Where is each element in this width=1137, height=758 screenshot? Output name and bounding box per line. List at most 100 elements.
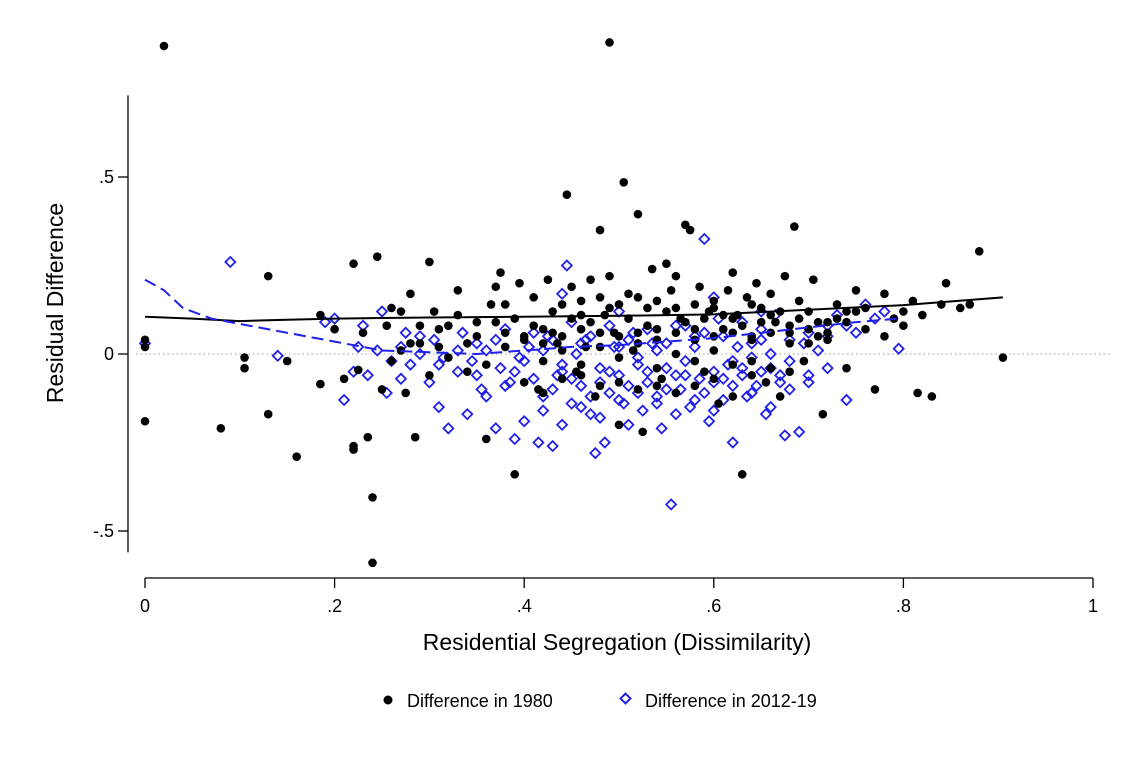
point-1980-144 [737,321,747,330]
point-1980-164 [804,339,813,348]
point-1980-59 [586,275,595,284]
point-1980-205 [538,339,548,348]
point-1980-204 [519,335,529,345]
point-2012-19-20 [432,400,446,414]
point-2012-19-170 [802,376,815,389]
point-2012-19-83 [740,390,754,403]
point-1980-153 [595,293,605,302]
point-2012-19-156 [536,404,550,417]
point-1980-67 [624,289,633,299]
point-1980-97 [766,289,775,299]
point-1980-148 [813,317,823,327]
legend: Difference in 1980 Difference in 2012-19 [383,691,817,711]
point-1980-147 [794,314,804,323]
point-1980-170 [595,342,605,352]
point-1980-154 [614,300,624,309]
point-2012-19-139 [622,333,635,347]
point-1980-156 [652,296,662,306]
point-1980-8 [263,409,273,419]
point-1980-82 [695,282,704,292]
point-1980-72 [647,264,657,274]
point-1980-142 [700,314,709,323]
point-1980-38 [463,367,472,377]
point-2012-19-54 [603,386,616,400]
point-1980-155 [633,293,643,302]
point-1980-140 [662,307,671,316]
point-2012-19-129 [698,386,711,400]
point-1980-136 [586,317,595,327]
point-1980-184 [576,370,586,380]
point-1980-19 [354,365,363,375]
point-2012-19-23 [451,365,465,378]
point-1980-77 [671,271,681,281]
point-2012-19-22 [442,422,455,435]
point-1980-15 [339,374,349,384]
point-2012-19-31 [494,361,507,375]
point-1980-115 [880,289,889,299]
point-1980-185 [595,381,605,391]
point-1980-26 [382,321,392,330]
point-1980-166 [842,317,851,327]
point-1980-55 [567,282,576,292]
point-1980-221 [614,332,624,341]
point-1980-87 [718,324,728,334]
point-1980-57 [576,296,586,306]
point-2012-19-18 [423,376,436,389]
point-1980-63 [605,271,614,281]
point-2012-19-111 [669,369,683,382]
point-1980-134 [548,328,557,338]
point-1980-179 [766,363,775,373]
point-2012-19-91 [778,429,792,442]
point-1980-149 [832,314,842,323]
point-1980-126 [974,247,984,256]
point-1980-109 [823,317,832,327]
point-2012-19-138 [603,319,616,332]
point-2012-19-105 [555,365,569,378]
point-1980-162 [766,328,775,338]
point-1980-110 [832,300,842,309]
point-1980-163 [785,339,794,348]
y-tick-label-2: .5 [99,167,114,187]
point-2012-19-154 [480,390,493,403]
point-1980-195 [500,342,510,352]
point-1980-191 [709,374,719,384]
point-1980-45 [510,470,520,479]
point-1980-75 [662,259,671,269]
point-2012-19-80 [726,436,739,449]
point-2012-19-11 [375,305,389,318]
point-1980-2 [140,335,150,345]
point-2012-19-45 [560,259,574,272]
point-2012-19-24 [456,326,469,339]
point-2012-19-165 [707,404,721,417]
point-2012-19-26 [465,354,479,368]
point-1980-187 [633,385,643,394]
point-1980-200 [396,307,406,316]
axes-layer: 0 .2 .4 .6 .8 1 -.5 0 .5 [93,95,1098,616]
point-2012-19-47 [570,347,583,361]
point-1980-224 [557,332,567,341]
point-2012-19-85 [750,379,763,393]
point-1980-29 [401,388,411,398]
point-2012-19-38 [527,372,540,386]
point-1980-217 [690,324,700,334]
point-1980-159 [709,303,719,313]
point-1980-46 [515,278,524,288]
point-1980-7 [240,363,249,373]
point-1980-44 [500,300,510,309]
point-1980-53 [553,339,562,348]
point-2012-19-48 [574,379,588,393]
point-2012-19-90 [773,376,787,389]
point-2012-19-177 [878,305,891,318]
point-2012-19-126 [641,365,654,378]
legend-marker-2012-19 [619,692,632,705]
point-2012-19-173 [612,305,626,318]
point-1980-114 [870,385,880,394]
point-1980-158 [690,300,700,309]
point-2012-19-2 [271,349,284,362]
point-2012-19-16 [404,358,417,371]
point-1980-30 [406,289,415,299]
point-1980-181 [519,378,529,387]
x-tick-label-5: 1 [1088,596,1098,616]
point-1980-173 [652,363,662,373]
point-2012-19-131 [736,361,749,375]
